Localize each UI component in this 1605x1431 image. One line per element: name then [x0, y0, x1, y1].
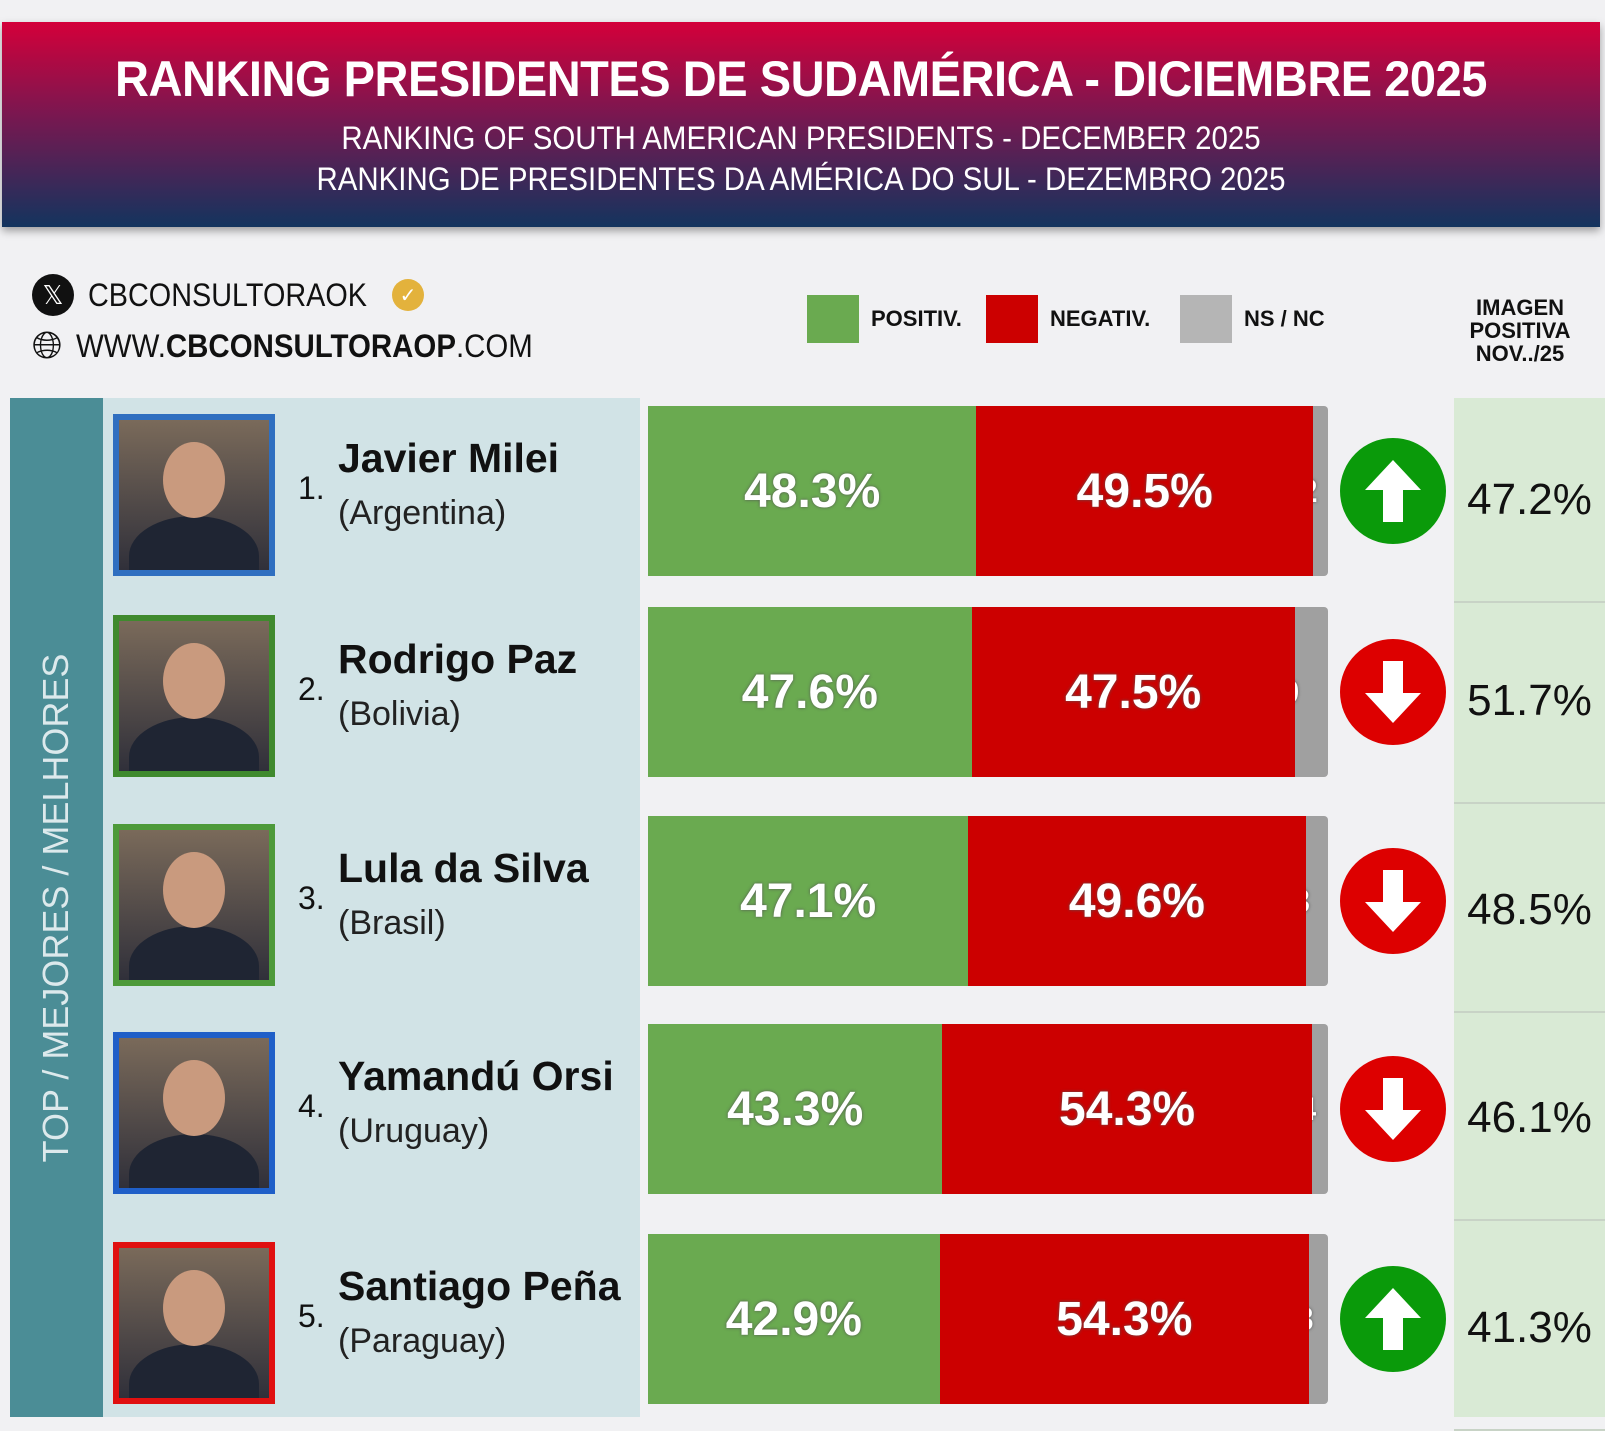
bar-positive: 48.3% — [648, 406, 977, 576]
legend-swatch — [1180, 295, 1232, 343]
website-text: WWW.CBCONSULTORAOP.COM — [76, 328, 534, 364]
rank-number: 1. — [298, 470, 325, 506]
positive-label: 47.1% — [740, 874, 877, 928]
previous-value: 46.1% — [1454, 1016, 1605, 1221]
rank-number: 4. — [298, 1088, 325, 1124]
handle-text: CBCONSULTORAOK — [88, 276, 367, 313]
bar-nsnc: 3.3 — [1305, 816, 1328, 986]
previous-value: 51.7% — [1454, 599, 1605, 804]
rank-number: 3. — [298, 880, 325, 916]
page-title: RANKING PRESIDENTES DE SUDAMÉRICA - DICI… — [115, 51, 1487, 107]
x-logo-icon: 𝕏 — [32, 274, 74, 316]
bar-positive: 47.1% — [648, 816, 969, 986]
previous-column — [1454, 398, 1605, 1417]
positive-label: 48.3% — [744, 464, 881, 518]
bar-nsnc: 4.9 — [1294, 607, 1328, 777]
bar-negative: 54.3% — [939, 1234, 1309, 1404]
globe-icon: 🌐︎ — [32, 325, 63, 367]
bar-positive: 47.6% — [648, 607, 972, 777]
bar-nsnc: 2.8 — [1308, 1234, 1328, 1404]
nsnc-label: 2.2 — [1313, 473, 1317, 510]
country: (Uruguay) — [338, 1112, 490, 1150]
president-photo — [113, 615, 275, 777]
bar-negative: 47.5% — [971, 607, 1295, 777]
subtitle-en: RANKING OF SOUTH AMERICAN PRESIDENTS - D… — [341, 120, 1261, 156]
positive-label: 47.6% — [741, 665, 878, 719]
negative-label: 54.3% — [1056, 1292, 1193, 1346]
legend-swatch — [986, 295, 1038, 343]
president-name: Yamandú Orsi — [338, 1053, 614, 1099]
bar-negative: 49.6% — [968, 816, 1306, 986]
negative-label: 49.6% — [1068, 874, 1205, 928]
approval-bar: 47.1% 49.6% 3.3 — [648, 816, 1328, 986]
president-photo — [113, 414, 275, 576]
approval-bar: 47.6% 47.5% 4.9 — [648, 607, 1328, 777]
arrow-up-icon — [1340, 438, 1446, 544]
x-handle: 𝕏 CBCONSULTORAOK ✓ — [32, 274, 424, 316]
country: (Bolivia) — [338, 695, 461, 733]
president-row: 2. Rodrigo Paz (Bolivia) 47.6% 47.5% 4.9… — [0, 599, 1605, 804]
arrow-down-icon — [1340, 639, 1446, 745]
nsnc-label: 2.4 — [1312, 1091, 1316, 1128]
negative-label: 47.5% — [1065, 665, 1202, 719]
nsnc-label: 4.9 — [1295, 674, 1299, 711]
approval-bar: 43.3% 54.3% 2.4 — [648, 1024, 1328, 1194]
previous-value: 47.2% — [1454, 398, 1605, 603]
verified-badge-icon: ✓ — [391, 279, 424, 311]
negative-label: 54.3% — [1059, 1082, 1196, 1136]
previous-value: 48.5% — [1454, 808, 1605, 1013]
header-banner: RANKING PRESIDENTES DE SUDAMÉRICA - DICI… — [2, 22, 1600, 227]
president-name: Santiago Peña — [338, 1263, 621, 1309]
rank-number: 2. — [298, 671, 325, 707]
president-row: 5. Santiago Peña (Paraguay) 42.9% 54.3% … — [0, 1226, 1605, 1431]
arrow-down-icon — [1340, 848, 1446, 954]
president-row: 3. Lula da Silva (Brasil) 47.1% 49.6% 3.… — [0, 808, 1605, 1013]
country: (Paraguay) — [338, 1322, 507, 1360]
website: 🌐︎ WWW.CBCONSULTORAOP.COM — [32, 325, 573, 368]
bar-negative: 54.3% — [942, 1024, 1312, 1194]
bar-positive: 43.3% — [648, 1024, 943, 1194]
country: (Brasil) — [338, 904, 446, 942]
president-photo — [113, 1242, 275, 1404]
negative-label: 49.5% — [1076, 464, 1213, 518]
subtitle-pt: RANKING DE PRESIDENTES DA AMÉRICA DO SUL… — [316, 161, 1286, 197]
positive-label: 43.3% — [727, 1082, 864, 1136]
approval-bar: 48.3% 49.5% 2.2 — [648, 406, 1328, 576]
president-photo — [113, 1032, 275, 1194]
legend-swatch — [807, 295, 859, 343]
rank-number: 5. — [298, 1298, 325, 1334]
country: (Argentina) — [338, 494, 507, 532]
bar-nsnc: 2.2 — [1313, 406, 1328, 576]
legend-nsnc: NS / NC — [1180, 295, 1325, 343]
arrow-up-icon — [1340, 1266, 1446, 1372]
bar-nsnc: 2.4 — [1311, 1024, 1328, 1194]
president-name: Javier Milei — [338, 435, 560, 481]
side-strip: TOP / MEJORES / MELHORES — [10, 398, 103, 1417]
bar-negative: 49.5% — [976, 406, 1314, 576]
previous-value: 41.3% — [1454, 1226, 1605, 1431]
nsnc-label: 2.8 — [1309, 1301, 1313, 1338]
legend-positive: POSITIV. — [807, 295, 962, 343]
arrow-down-icon — [1340, 1056, 1446, 1162]
nsnc-label: 3.3 — [1306, 883, 1310, 920]
president-photo — [113, 824, 275, 986]
previous-header: IMAGEN POSITIVA NOV../25 — [1469, 295, 1571, 366]
positive-label: 42.9% — [725, 1292, 862, 1346]
president-row: 1. Javier Milei (Argentina) 48.3% 49.5% … — [0, 398, 1605, 603]
legend-negative: NEGATIV. — [986, 295, 1150, 343]
bar-positive: 42.9% — [648, 1234, 940, 1404]
approval-bar: 42.9% 54.3% 2.8 — [648, 1234, 1328, 1404]
president-row: 4. Yamandú Orsi (Uruguay) 43.3% 54.3% 2.… — [0, 1016, 1605, 1221]
president-name: Rodrigo Paz — [338, 636, 578, 682]
president-name: Lula da Silva — [338, 845, 589, 891]
